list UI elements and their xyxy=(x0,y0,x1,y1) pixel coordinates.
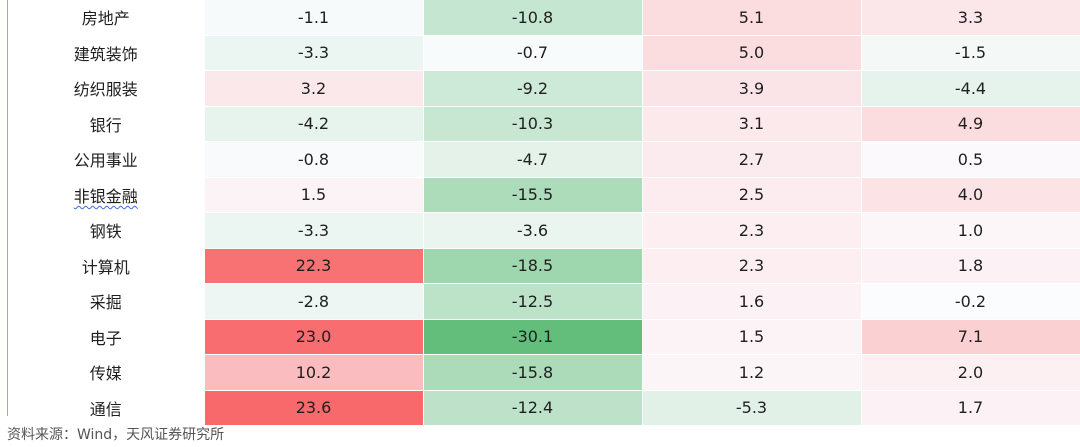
industry-name: 非银金融 xyxy=(8,177,205,213)
heatmap-cell: 4.0 xyxy=(861,177,1080,213)
heatmap-cell: -18.5 xyxy=(423,248,643,284)
heatmap-cell: -0.2 xyxy=(861,283,1080,320)
heatmap-cell: 1.6 xyxy=(642,283,862,320)
table-row: 非银金融 1.5 -15.5 2.5 4.0 xyxy=(8,177,1080,213)
heatmap-cell: -4.2 xyxy=(204,106,424,142)
heatmap-cell: 1.2 xyxy=(642,354,862,391)
heatmap-cell: -2.8 xyxy=(204,283,424,320)
industry-name: 房地产 xyxy=(8,0,205,36)
table-row: 传媒 10.2 -15.8 1.2 2.0 xyxy=(8,354,1080,391)
heatmap-cell: 1.5 xyxy=(204,177,424,213)
heatmap-cell: 3.1 xyxy=(642,106,862,142)
heatmap-cell: 1.5 xyxy=(642,319,862,355)
source-note: 资料来源：Wind，天风证券研究所 xyxy=(7,427,225,443)
heatmap-cell: 0.5 xyxy=(861,141,1080,178)
heatmap-cell: -3.3 xyxy=(204,35,424,71)
heatmap-cell: 3.9 xyxy=(642,70,862,107)
heatmap-cell: 1.8 xyxy=(861,248,1080,284)
industry-name: 银行 xyxy=(8,106,205,142)
heatmap-cell: 5.0 xyxy=(642,35,862,71)
table-row: 银行 -4.2 -10.3 3.1 4.9 xyxy=(8,106,1080,142)
industry-name: 通信 xyxy=(8,390,205,426)
heatmap-cell: -9.2 xyxy=(423,70,643,107)
heatmap-cell: 3.2 xyxy=(204,70,424,107)
heatmap-table: 房地产 -1.1 -10.8 5.1 3.3 建筑装饰 -3.3 -0.7 5.0 -1.5 纺织服… xyxy=(8,0,1080,426)
heatmap-cell: 22.3 xyxy=(204,248,424,284)
table-frame: 房地产 -1.1 -10.8 5.1 3.3 建筑装饰 -3.3 -0.7 5.0 -1.5 纺织服… xyxy=(7,0,1080,426)
heatmap-cell: 23.0 xyxy=(204,319,424,355)
heatmap-cell: 5.1 xyxy=(642,0,862,36)
heatmap-cell: -15.5 xyxy=(423,177,643,213)
table-row: 房地产 -1.1 -10.8 5.1 3.3 xyxy=(8,0,1080,36)
heatmap-cell: -5.3 xyxy=(642,390,862,426)
heatmap-cell: -30.1 xyxy=(423,319,643,355)
industry-name: 纺织服装 xyxy=(8,70,205,107)
industry-name: 建筑装饰 xyxy=(8,35,205,71)
heatmap-cell: 2.3 xyxy=(642,212,862,249)
heatmap-cell: 23.6 xyxy=(204,390,424,426)
heatmap-cell: -0.8 xyxy=(204,141,424,178)
heatmap-cell: 1.0 xyxy=(861,212,1080,249)
table-row: 通信 23.6 -12.4 -5.3 1.7 xyxy=(8,390,1080,426)
heatmap-cell: -10.3 xyxy=(423,106,643,142)
heatmap-body: 房地产 -1.1 -10.8 5.1 3.3 建筑装饰 -3.3 -0.7 5.0 -1.5 纺织服… xyxy=(8,0,1080,426)
heatmap-cell: -1.5 xyxy=(861,35,1080,71)
heatmap-cell: -12.4 xyxy=(423,390,643,426)
industry-name: 公用事业 xyxy=(8,141,205,178)
table-row: 计算机 22.3 -18.5 2.3 1.8 xyxy=(8,248,1080,284)
heatmap-cell: -4.7 xyxy=(423,141,643,178)
industry-name: 钢铁 xyxy=(8,212,205,249)
heatmap-cell: -0.7 xyxy=(423,35,643,71)
heatmap-cell: -10.8 xyxy=(423,0,643,36)
heatmap-cell: 4.9 xyxy=(861,106,1080,142)
heatmap-cell: -15.8 xyxy=(423,354,643,391)
heatmap-cell: 10.2 xyxy=(204,354,424,391)
table-row: 建筑装饰 -3.3 -0.7 5.0 -1.5 xyxy=(8,35,1080,71)
table-row: 电子 23.0 -30.1 1.5 7.1 xyxy=(8,319,1080,355)
table-row: 纺织服装 3.2 -9.2 3.9 -4.4 xyxy=(8,70,1080,107)
heatmap-cell: 2.3 xyxy=(642,248,862,284)
heatmap-cell: -12.5 xyxy=(423,283,643,320)
heatmap-cell: 2.0 xyxy=(861,354,1080,391)
heatmap-cell: 2.7 xyxy=(642,141,862,178)
heatmap-cell: -3.6 xyxy=(423,212,643,249)
heatmap-cell: -3.3 xyxy=(204,212,424,249)
heatmap-cell: -1.1 xyxy=(204,0,424,36)
table-row: 公用事业 -0.8 -4.7 2.7 0.5 xyxy=(8,141,1080,178)
industry-name: 采掘 xyxy=(8,283,205,320)
heatmap-cell: 2.5 xyxy=(642,177,862,213)
industry-name: 电子 xyxy=(8,319,205,355)
industry-name: 计算机 xyxy=(8,248,205,284)
table-row: 采掘 -2.8 -12.5 1.6 -0.2 xyxy=(8,283,1080,320)
table-row: 钢铁 -3.3 -3.6 2.3 1.0 xyxy=(8,212,1080,249)
heatmap-cell: 3.3 xyxy=(861,0,1080,36)
heatmap-cell: 1.7 xyxy=(861,390,1080,426)
industry-name: 传媒 xyxy=(8,354,205,391)
heatmap-cell: 7.1 xyxy=(861,319,1080,355)
heatmap-cell: -4.4 xyxy=(861,70,1080,107)
